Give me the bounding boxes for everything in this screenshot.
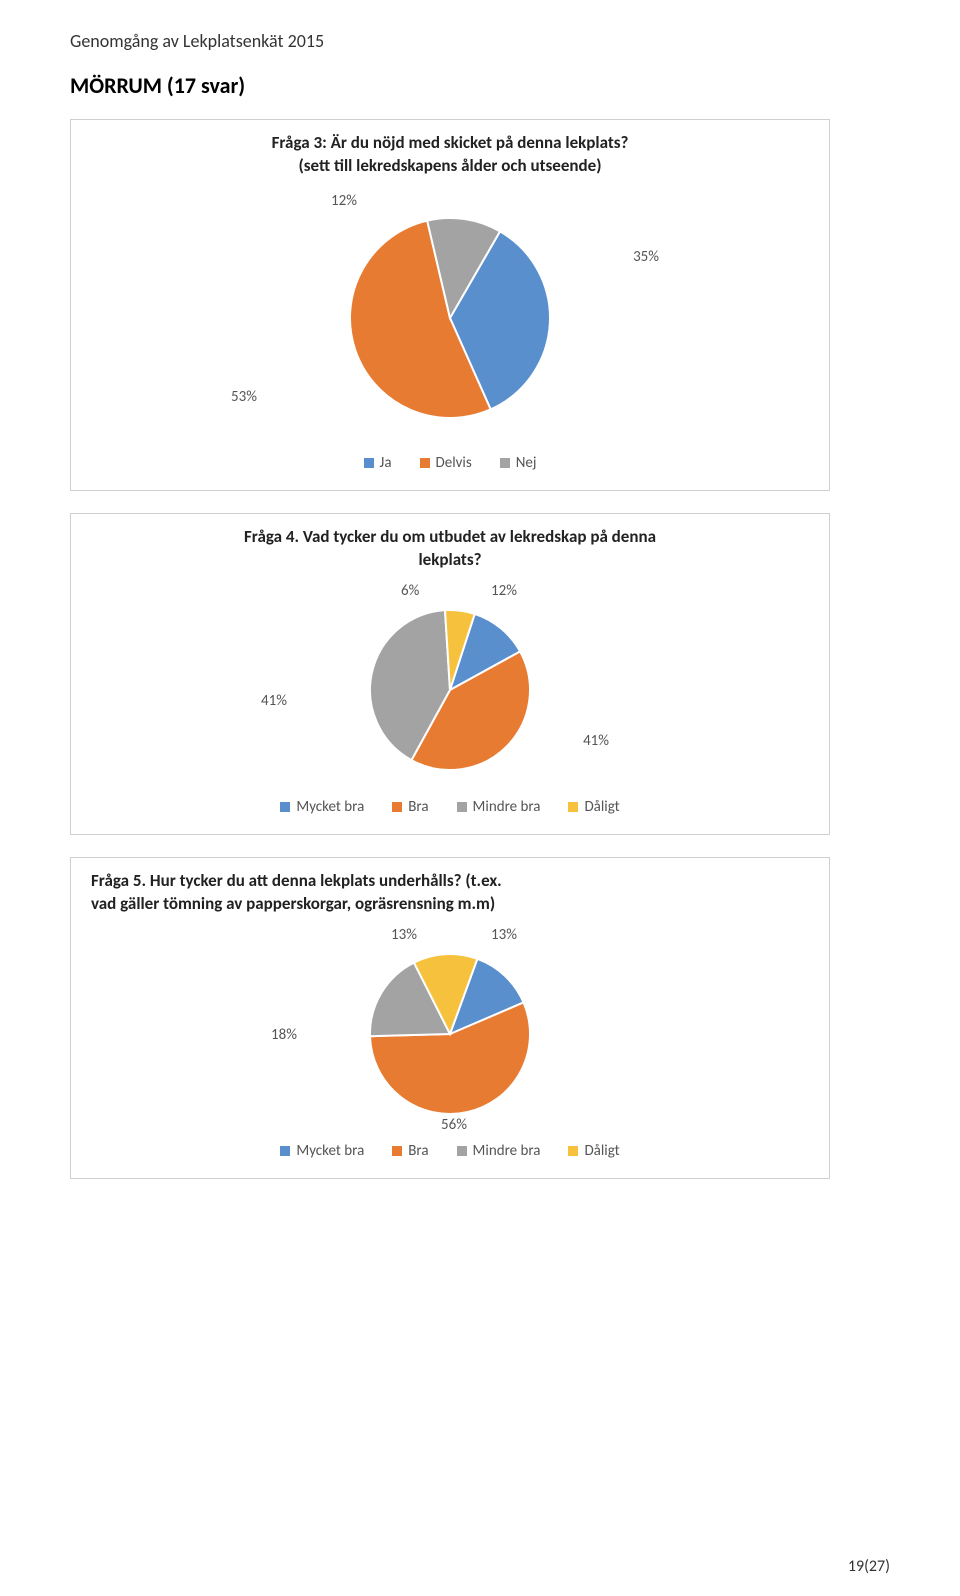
legend-label: Ja	[380, 454, 392, 472]
chart1-pie	[340, 208, 560, 428]
chart3-legend: Mycket bra Bra Mindre bra Dåligt	[91, 1142, 809, 1160]
chart2-title-line1: Fråga 4. Vad tycker du om utbudet av lek…	[244, 526, 656, 547]
chart3-label-mycketbra: 13%	[491, 926, 517, 944]
legend-item: Bra	[392, 1142, 428, 1160]
legend-swatch	[364, 458, 374, 468]
chart3-title-line2: vad gäller tömning av papperskorgar, ogr…	[91, 893, 495, 914]
legend-label: Mycket bra	[296, 798, 364, 816]
chart1-title-line2: (sett till lekredskapens ålder och utsee…	[298, 155, 601, 176]
chart2-card: Fråga 4. Vad tycker du om utbudet av lek…	[70, 513, 830, 835]
chart1-legend: Ja Delvis Nej	[91, 454, 809, 472]
legend-swatch	[392, 1146, 402, 1156]
chart3-pie	[360, 944, 540, 1124]
legend-label: Delvis	[436, 454, 472, 472]
legend-item: Mycket bra	[280, 1142, 364, 1160]
chart1-label-ja: 35%	[633, 248, 659, 266]
legend-swatch	[420, 458, 430, 468]
legend-swatch	[500, 458, 510, 468]
legend-label: Mindre bra	[473, 798, 541, 816]
page-header: Genomgång av Lekplatsenkät 2015	[70, 30, 890, 52]
chart1-title-line1: Fråga 3: Är du nöjd med skicket på denna…	[272, 132, 629, 153]
chart1-title: Fråga 3: Är du nöjd med skicket på denna…	[91, 132, 809, 178]
chart2-label-mycketbra: 12%	[491, 582, 517, 600]
legend-swatch	[568, 1146, 578, 1156]
chart1-pie-area: 12% 35% 53%	[91, 188, 809, 448]
legend-swatch	[392, 802, 402, 812]
legend-label: Mycket bra	[296, 1142, 364, 1160]
legend-swatch	[568, 802, 578, 812]
legend-swatch	[457, 802, 467, 812]
legend-label: Dåligt	[584, 798, 619, 816]
legend-item: Ja	[364, 454, 392, 472]
legend-item: Bra	[392, 798, 428, 816]
chart2-pie	[360, 600, 540, 780]
chart3-label-daligt: 13%	[391, 926, 417, 944]
chart2-label-bra: 41%	[583, 732, 609, 750]
chart1-label-delvis: 53%	[231, 388, 257, 406]
chart3-title: Fråga 5. Hur tycker du att denna lekplat…	[91, 870, 809, 916]
legend-item: Dåligt	[568, 1142, 619, 1160]
chart2-label-mindrebra: 41%	[261, 692, 287, 710]
section-title: MÖRRUM (17 svar)	[70, 72, 890, 99]
legend-swatch	[280, 802, 290, 812]
chart3-label-mindrebra: 18%	[271, 1026, 297, 1044]
legend-item: Mindre bra	[457, 1142, 541, 1160]
page-footer: 19(27)	[848, 1557, 890, 1576]
legend-label: Bra	[408, 1142, 428, 1160]
legend-swatch	[280, 1146, 290, 1156]
legend-item: Mycket bra	[280, 798, 364, 816]
legend-label: Mindre bra	[473, 1142, 541, 1160]
chart2-legend: Mycket bra Bra Mindre bra Dåligt	[91, 798, 809, 816]
legend-label: Dåligt	[584, 1142, 619, 1160]
chart2-title-line2: lekplats?	[419, 549, 482, 570]
legend-label: Nej	[516, 454, 537, 472]
legend-item: Delvis	[420, 454, 472, 472]
legend-item: Dåligt	[568, 798, 619, 816]
legend-item: Nej	[500, 454, 537, 472]
chart1-card: Fråga 3: Är du nöjd med skicket på denna…	[70, 119, 830, 491]
legend-item: Mindre bra	[457, 798, 541, 816]
chart3-pie-area: 13% 13% 18% 56%	[91, 926, 809, 1136]
chart2-pie-area: 6% 12% 41% 41%	[91, 582, 809, 792]
chart3-card: Fråga 5. Hur tycker du att denna lekplat…	[70, 857, 830, 1179]
legend-label: Bra	[408, 798, 428, 816]
chart2-label-daligt: 6%	[401, 582, 419, 600]
chart3-title-line1: Fråga 5. Hur tycker du att denna lekplat…	[91, 870, 502, 891]
chart2-title: Fråga 4. Vad tycker du om utbudet av lek…	[91, 526, 809, 572]
legend-swatch	[457, 1146, 467, 1156]
